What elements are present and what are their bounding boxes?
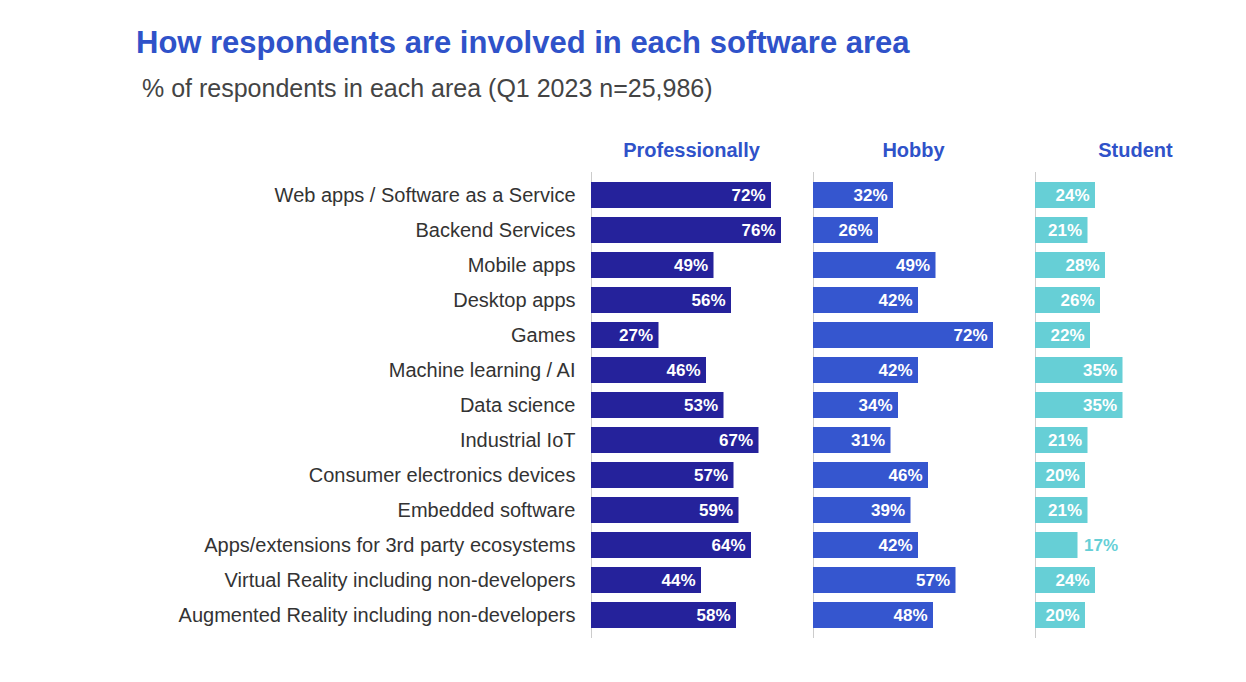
svg-text:57%: 57% — [694, 466, 728, 485]
svg-text:20%: 20% — [1045, 606, 1079, 625]
svg-text:21%: 21% — [1048, 221, 1082, 240]
svg-text:28%: 28% — [1065, 256, 1099, 275]
svg-text:Mobile apps: Mobile apps — [468, 254, 576, 276]
svg-text:26%: 26% — [838, 221, 872, 240]
svg-text:Student: Student — [1098, 139, 1173, 161]
svg-text:42%: 42% — [878, 536, 912, 555]
svg-text:49%: 49% — [674, 256, 708, 275]
svg-text:Industrial IoT: Industrial IoT — [460, 429, 576, 451]
svg-text:Augmented Reality including no: Augmented Reality including non-develope… — [179, 604, 576, 626]
svg-text:20%: 20% — [1045, 466, 1079, 485]
svg-text:Professionally: Professionally — [623, 139, 761, 161]
svg-text:39%: 39% — [871, 501, 905, 520]
svg-text:35%: 35% — [1083, 361, 1117, 380]
svg-text:26%: 26% — [1060, 291, 1094, 310]
svg-text:Games: Games — [511, 324, 575, 346]
svg-text:42%: 42% — [878, 291, 912, 310]
svg-text:24%: 24% — [1055, 571, 1089, 590]
svg-text:Desktop apps: Desktop apps — [453, 289, 575, 311]
svg-text:21%: 21% — [1048, 501, 1082, 520]
svg-text:64%: 64% — [711, 536, 745, 555]
svg-text:Virtual Reality including non-: Virtual Reality including non-developers — [225, 569, 576, 591]
svg-text:17%: 17% — [1084, 536, 1118, 555]
svg-text:27%: 27% — [619, 326, 653, 345]
svg-text:31%: 31% — [851, 431, 885, 450]
svg-text:49%: 49% — [896, 256, 930, 275]
svg-text:22%: 22% — [1050, 326, 1084, 345]
svg-text:24%: 24% — [1055, 186, 1089, 205]
html-text:How respondents are involved i: How respondents are involved in each sof… — [136, 25, 910, 60]
svg-text:72%: 72% — [953, 326, 987, 345]
svg-text:42%: 42% — [878, 361, 912, 380]
svg-text:76%: 76% — [741, 221, 775, 240]
svg-text:56%: 56% — [691, 291, 725, 310]
svg-text:72%: 72% — [731, 186, 765, 205]
svg-text:32%: 32% — [853, 186, 887, 205]
svg-text:Web apps / Software as a Servi: Web apps / Software as a Service — [275, 184, 576, 206]
svg-text:57%: 57% — [916, 571, 950, 590]
html-text:% of respondents in each area: % of respondents in each area (Q1 2023 n… — [142, 74, 713, 102]
svg-text:59%: 59% — [699, 501, 733, 520]
svg-text:21%: 21% — [1048, 431, 1082, 450]
svg-text:46%: 46% — [888, 466, 922, 485]
svg-text:46%: 46% — [666, 361, 700, 380]
svg-text:Embedded software: Embedded software — [398, 499, 576, 521]
svg-text:48%: 48% — [893, 606, 927, 625]
svg-text:44%: 44% — [661, 571, 695, 590]
svg-text:Hobby: Hobby — [882, 139, 945, 161]
svg-text:Data science: Data science — [460, 394, 576, 416]
svg-text:58%: 58% — [696, 606, 730, 625]
svg-text:34%: 34% — [858, 396, 892, 415]
svg-text:Backend Services: Backend Services — [415, 219, 575, 241]
svg-text:53%: 53% — [684, 396, 718, 415]
svg-text:67%: 67% — [719, 431, 753, 450]
svg-text:Apps/extensions for 3rd party: Apps/extensions for 3rd party ecosystems — [204, 534, 575, 556]
svg-text:Machine learning / AI: Machine learning / AI — [389, 359, 576, 381]
svg-text:35%: 35% — [1083, 396, 1117, 415]
svg-text:Consumer electronics devices: Consumer electronics devices — [309, 464, 576, 486]
